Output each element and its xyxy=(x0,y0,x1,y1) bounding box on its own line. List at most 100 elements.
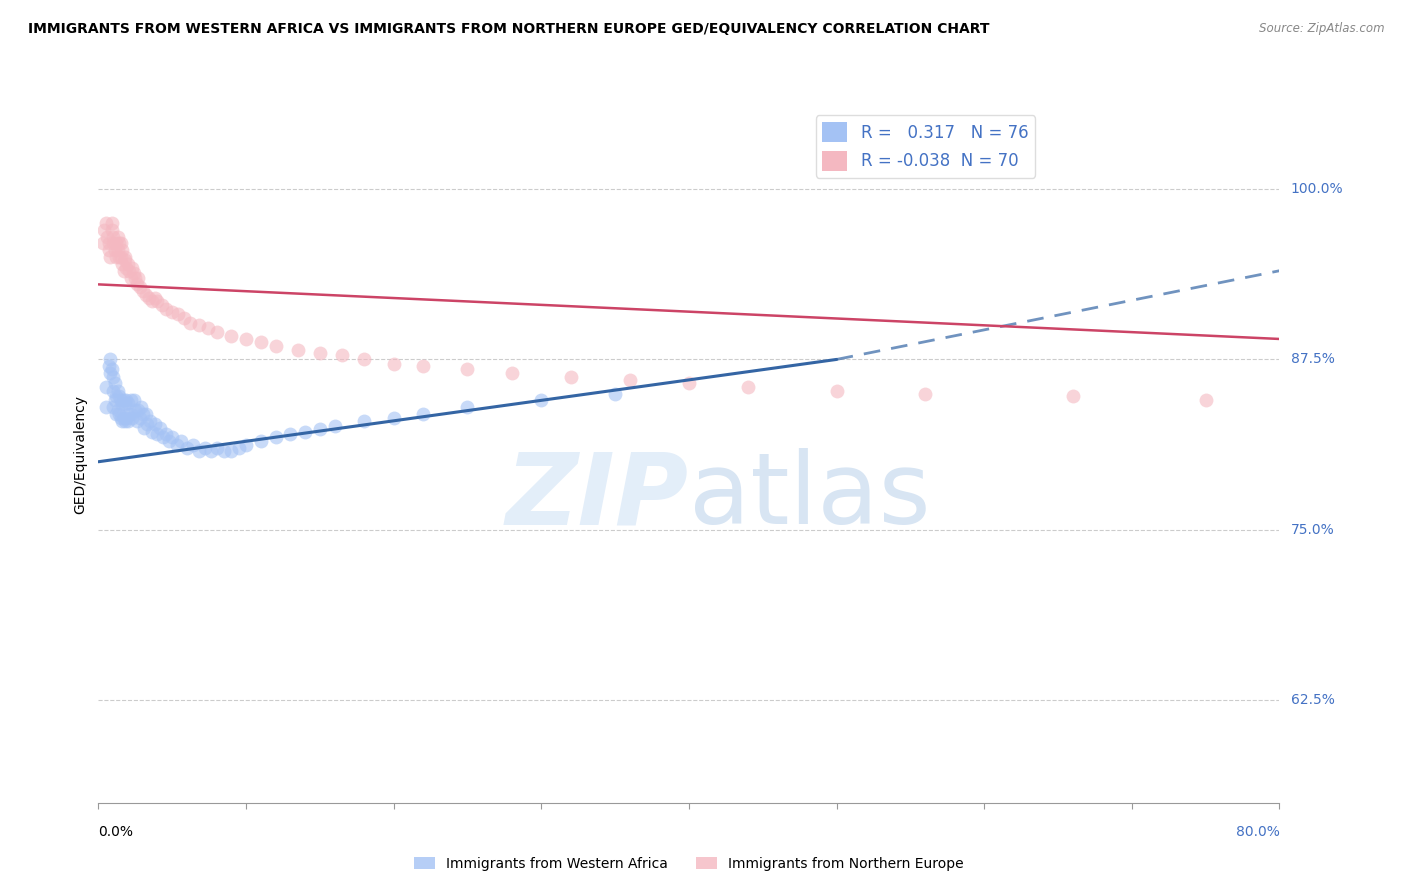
Text: 100.0%: 100.0% xyxy=(1291,182,1343,196)
Text: Source: ZipAtlas.com: Source: ZipAtlas.com xyxy=(1260,22,1385,36)
Point xyxy=(127,403,149,417)
Point xyxy=(104,393,127,408)
Point xyxy=(110,393,132,408)
Point xyxy=(412,407,434,421)
Point xyxy=(94,216,117,230)
Point xyxy=(120,270,142,285)
Point xyxy=(120,393,142,408)
Point xyxy=(103,236,125,251)
Point xyxy=(111,244,134,258)
Point xyxy=(323,419,346,434)
Point xyxy=(187,443,209,458)
Point xyxy=(107,384,129,398)
Point xyxy=(117,257,139,271)
Point xyxy=(125,277,148,292)
Point xyxy=(132,284,155,298)
Point xyxy=(170,434,193,449)
Point xyxy=(111,397,134,411)
Point xyxy=(181,438,204,452)
Point xyxy=(678,376,700,390)
Point xyxy=(197,321,219,335)
Point xyxy=(125,414,148,428)
Point xyxy=(205,325,228,339)
Point xyxy=(278,427,302,442)
Point xyxy=(914,386,936,401)
Point xyxy=(132,407,155,421)
Point xyxy=(128,411,150,425)
Point xyxy=(1062,389,1084,403)
Point xyxy=(110,236,132,251)
Point xyxy=(93,223,115,237)
Point xyxy=(98,250,121,264)
Text: 0.0%: 0.0% xyxy=(98,825,134,839)
Point xyxy=(111,257,134,271)
Point xyxy=(129,400,152,414)
Point xyxy=(112,264,135,278)
Point xyxy=(105,250,128,264)
Text: 75.0%: 75.0% xyxy=(1291,523,1334,537)
Point xyxy=(107,229,129,244)
Point xyxy=(121,260,143,275)
Point xyxy=(141,425,163,439)
Point xyxy=(235,438,257,452)
Point xyxy=(114,252,136,267)
Point xyxy=(122,267,145,281)
Point xyxy=(97,236,120,251)
Point xyxy=(108,407,131,421)
Point xyxy=(173,311,195,326)
Point xyxy=(167,307,190,321)
Point xyxy=(143,417,166,431)
Point xyxy=(219,443,242,458)
Y-axis label: GED/Equivalency: GED/Equivalency xyxy=(73,395,87,515)
Text: 87.5%: 87.5% xyxy=(1291,352,1334,367)
Point xyxy=(176,441,198,455)
Point xyxy=(456,362,478,376)
Point xyxy=(115,393,138,408)
Point xyxy=(128,280,150,294)
Point xyxy=(825,384,848,398)
Point xyxy=(98,352,121,367)
Point xyxy=(111,414,134,428)
Point xyxy=(530,393,553,408)
Point xyxy=(353,414,375,428)
Point xyxy=(157,434,180,449)
Point xyxy=(162,430,183,444)
Point xyxy=(97,244,120,258)
Point xyxy=(104,376,127,390)
Point xyxy=(219,329,242,343)
Point xyxy=(149,420,172,434)
Point xyxy=(108,389,131,403)
Point xyxy=(143,291,166,305)
Legend: R =   0.317   N = 76, R = -0.038  N = 70: R = 0.317 N = 76, R = -0.038 N = 70 xyxy=(815,115,1035,178)
Point xyxy=(117,414,139,428)
Point xyxy=(152,430,174,444)
Point xyxy=(112,393,135,408)
Point xyxy=(136,417,159,431)
Point xyxy=(187,318,209,333)
Point xyxy=(235,332,257,346)
Point xyxy=(121,411,143,425)
Point xyxy=(124,270,146,285)
Point xyxy=(382,411,405,425)
Text: atlas: atlas xyxy=(689,448,931,545)
Point xyxy=(382,357,405,371)
Point xyxy=(155,301,177,316)
Point xyxy=(112,411,135,425)
Point xyxy=(737,380,759,394)
Point xyxy=(110,250,132,264)
Point xyxy=(96,229,118,244)
Point xyxy=(264,339,287,353)
Point xyxy=(110,411,132,425)
Point xyxy=(91,236,114,251)
Point xyxy=(117,396,139,410)
Point xyxy=(105,236,128,251)
Point xyxy=(114,250,136,264)
Text: IMMIGRANTS FROM WESTERN AFRICA VS IMMIGRANTS FROM NORTHERN EUROPE GED/EQUIVALENC: IMMIGRANTS FROM WESTERN AFRICA VS IMMIGR… xyxy=(28,22,990,37)
Point xyxy=(330,348,353,362)
Point xyxy=(108,236,131,251)
Text: 62.5%: 62.5% xyxy=(1291,693,1334,707)
Point xyxy=(162,304,183,318)
Point xyxy=(205,441,228,455)
Point xyxy=(155,427,177,442)
Text: 80.0%: 80.0% xyxy=(1236,825,1279,839)
